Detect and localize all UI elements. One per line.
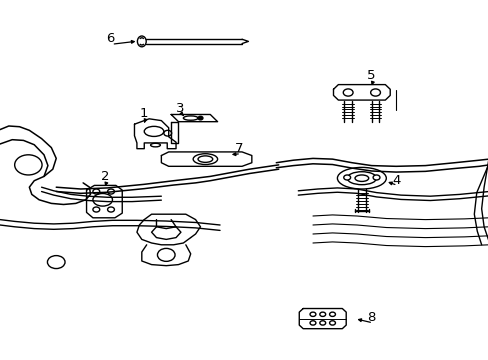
Text: 1: 1 [140,107,148,120]
Text: 6: 6 [105,32,114,45]
Text: 3: 3 [175,102,184,114]
Ellipse shape [137,36,146,47]
Circle shape [157,248,175,261]
Circle shape [343,89,352,96]
Circle shape [198,116,203,120]
Ellipse shape [354,175,368,181]
Text: 8: 8 [366,311,375,324]
Circle shape [319,321,325,325]
Text: 5: 5 [366,69,375,82]
Ellipse shape [337,167,386,189]
Text: 4: 4 [391,174,400,186]
Circle shape [372,175,379,180]
Text: 7: 7 [235,142,244,155]
Circle shape [47,256,65,269]
Circle shape [329,321,335,325]
Ellipse shape [198,156,212,162]
Circle shape [343,175,350,180]
Ellipse shape [346,172,376,185]
Ellipse shape [193,154,217,165]
Circle shape [15,155,42,175]
Circle shape [309,312,315,316]
Circle shape [370,89,380,96]
Circle shape [319,312,325,316]
Circle shape [309,321,315,325]
Text: 2: 2 [101,170,109,183]
Circle shape [329,312,335,316]
